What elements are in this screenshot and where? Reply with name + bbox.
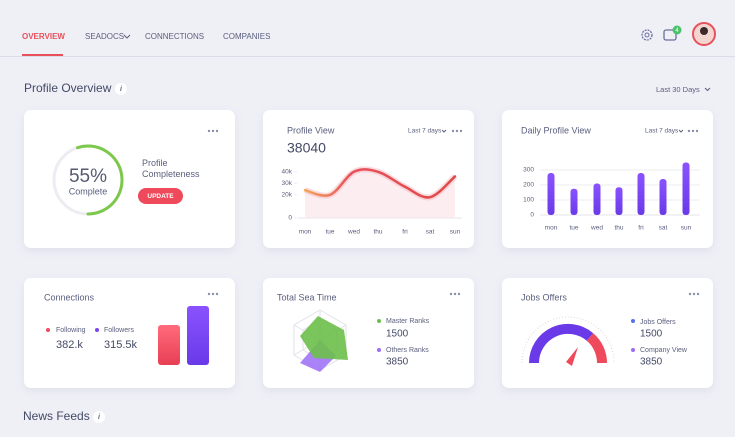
x-tick-label: sat xyxy=(659,225,668,232)
x-tick-label: thu xyxy=(373,229,382,236)
legend-label: Master Ranks xyxy=(386,318,430,325)
section-title: News Feeds xyxy=(23,409,90,423)
stat-value: 1500 xyxy=(640,329,663,340)
legend-dot xyxy=(95,328,99,332)
legend-label: Company View xyxy=(640,347,688,354)
x-tick-label: sun xyxy=(681,225,692,232)
chevron xyxy=(678,129,684,133)
legend-label: Jobs Offers xyxy=(640,319,676,326)
line xyxy=(303,168,457,199)
line-area xyxy=(305,169,455,218)
x-tick-label: tue xyxy=(569,225,578,232)
bar xyxy=(659,179,667,215)
card xyxy=(502,278,713,388)
bar xyxy=(570,188,578,215)
y-tick-label: 200 xyxy=(523,182,534,189)
x-tick-label: mon xyxy=(545,225,558,232)
gauge-arc xyxy=(528,323,594,364)
completeness-label: Profile Completeness xyxy=(142,158,200,179)
legend-dot xyxy=(377,348,381,352)
stat-value: 382.k xyxy=(56,339,83,351)
deco-bar xyxy=(187,306,209,365)
x-tick-label: wed xyxy=(347,229,360,236)
y-tick-label: 0 xyxy=(530,212,534,219)
stat-value: 315.5k xyxy=(104,339,138,351)
nav-item[interactable]: COMPANIES xyxy=(223,32,270,41)
stat-value: 3850 xyxy=(386,357,409,368)
chevron xyxy=(441,129,447,133)
caption: Complete xyxy=(69,186,108,196)
card xyxy=(24,278,235,388)
legend-dot xyxy=(631,348,635,352)
total: 38040 xyxy=(287,140,326,156)
card-title: Profile View xyxy=(287,125,335,135)
mail-icon[interactable] xyxy=(663,29,677,41)
x-tick-label: fri xyxy=(638,225,643,232)
range-select[interactable]: Last 7 days xyxy=(408,128,442,135)
percent: 55% xyxy=(69,166,107,187)
legend-dot xyxy=(631,319,635,323)
badge xyxy=(672,25,682,35)
legend-label: Others Ranks xyxy=(386,347,429,354)
x-tick-label: wed xyxy=(590,225,603,232)
deco-bar xyxy=(158,325,180,365)
chevron xyxy=(123,34,131,39)
card-title: Daily Profile View xyxy=(521,125,591,135)
y-tick-label: 300 xyxy=(523,167,534,174)
info-icon[interactable] xyxy=(93,411,105,423)
card-title: Jobs Offers xyxy=(521,292,567,302)
info-glyph: i xyxy=(98,414,101,421)
y-tick-label: 30k xyxy=(282,180,293,187)
bar xyxy=(637,173,645,215)
settings-icon-core xyxy=(644,32,650,38)
bar xyxy=(682,162,690,215)
card-title: Connections xyxy=(44,292,95,302)
nav-item[interactable]: CONNECTIONS xyxy=(145,32,204,41)
range-select[interactable]: Last 7 days xyxy=(645,128,679,135)
gauge-ticks xyxy=(521,316,615,364)
stat-value: 3850 xyxy=(640,357,663,368)
range-select[interactable]: Last 30 Days xyxy=(656,85,700,94)
x-tick-label: mon xyxy=(299,229,312,236)
card-title: Total Sea Time xyxy=(277,292,337,302)
legend-label: Followers xyxy=(104,327,134,334)
progress-arc xyxy=(75,144,124,216)
x-tick-label: fri xyxy=(402,229,407,236)
settings-icon[interactable] xyxy=(641,29,653,41)
nav-item[interactable]: SEADOCS xyxy=(85,32,124,41)
gauge-arc xyxy=(586,333,608,364)
x-tick-label: tue xyxy=(325,229,334,236)
x-tick-label: thu xyxy=(614,225,623,232)
x-tick-label: sun xyxy=(450,229,461,236)
x-tick-label: sat xyxy=(426,229,435,236)
bar xyxy=(547,173,555,215)
y-tick-label: 100 xyxy=(523,197,534,204)
legend-label: Following xyxy=(56,327,86,334)
bar xyxy=(615,187,623,215)
stat-value: 1500 xyxy=(386,329,409,340)
y-tick-label: 0 xyxy=(288,215,292,222)
bar xyxy=(593,183,601,215)
gauge-needle xyxy=(566,347,578,366)
avatar-face xyxy=(700,27,708,35)
button-text: UPDATE xyxy=(147,193,174,200)
radar-area xyxy=(300,316,348,360)
info-glyph: i xyxy=(120,86,123,93)
chevron xyxy=(704,87,711,92)
info-icon[interactable] xyxy=(115,83,127,95)
menu-dots[interactable] xyxy=(207,129,700,296)
nav-item[interactable]: OVERVIEW xyxy=(22,32,65,41)
legend-dot xyxy=(377,319,381,323)
y-tick-label: 20k xyxy=(282,192,293,199)
legend-dot xyxy=(46,328,50,332)
section-title: Profile Overview xyxy=(24,81,112,95)
badge-count: 4 xyxy=(675,28,679,34)
y-tick-label: 40k xyxy=(282,168,293,175)
update-button[interactable] xyxy=(138,188,183,204)
